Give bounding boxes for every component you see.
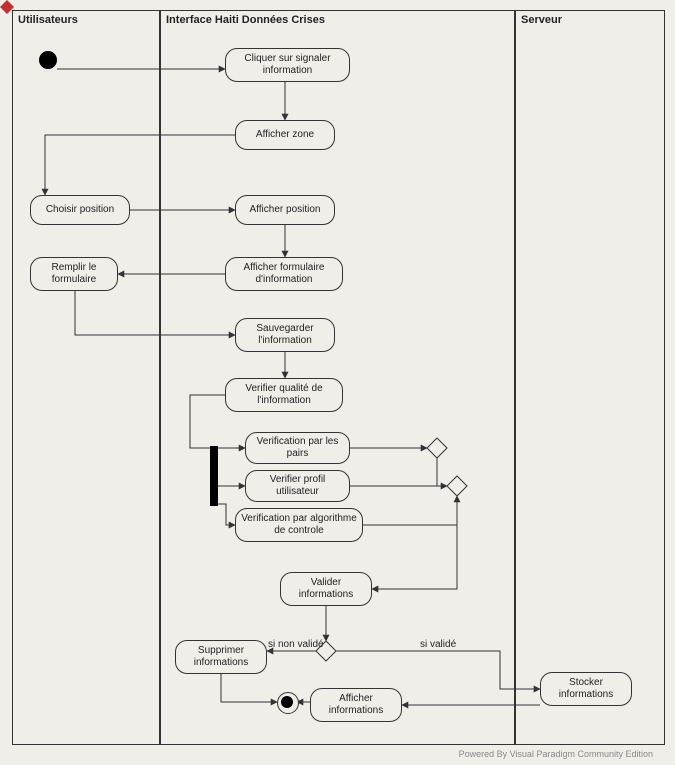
n-choisir-label: Choisir position bbox=[46, 204, 114, 216]
n-remplir: Remplir le formulaire bbox=[30, 257, 118, 291]
n-pairs: Verification par les pairs bbox=[245, 432, 350, 464]
lane-iface-title: Interface Haiti Données Crises bbox=[166, 14, 325, 26]
watermark: Powered By Visual Paradigm Community Edi… bbox=[459, 749, 653, 759]
n-stocker-label: Stocker informations bbox=[545, 677, 627, 701]
n-choisir: Choisir position bbox=[30, 195, 130, 225]
n-afficher: Afficher informations bbox=[310, 688, 402, 722]
n-form: Afficher formulaire d'information bbox=[225, 257, 343, 291]
n-profil: Verifier profil utilisateur bbox=[245, 470, 350, 502]
edge-label: si non validé bbox=[268, 639, 324, 650]
n-profil-label: Verifier profil utilisateur bbox=[250, 474, 345, 498]
n-click: Cliquer sur signaler information bbox=[225, 48, 350, 82]
n-affpos: Afficher position bbox=[235, 195, 335, 225]
n-form-label: Afficher formulaire d'information bbox=[230, 262, 338, 286]
n-remplir-label: Remplir le formulaire bbox=[35, 262, 113, 286]
fork-bar bbox=[210, 446, 218, 506]
lane-iface bbox=[160, 10, 515, 745]
activity-diagram: Utilisateurs Interface Haiti Données Cris… bbox=[0, 0, 675, 765]
lane-server bbox=[515, 10, 665, 745]
n-valider-label: Valider informations bbox=[285, 577, 367, 601]
initial-node bbox=[39, 51, 57, 69]
n-stocker: Stocker informations bbox=[540, 672, 632, 706]
lane-server-title: Serveur bbox=[521, 14, 562, 26]
edge-label: si validé bbox=[420, 639, 456, 650]
n-algo: Verification par algorithme de controle bbox=[235, 508, 363, 542]
n-suppr-label: Supprimer informations bbox=[180, 645, 262, 669]
n-pairs-label: Verification par les pairs bbox=[250, 436, 345, 460]
n-qualite-label: Verifier qualité de l'information bbox=[230, 383, 338, 407]
n-algo-label: Verification par algorithme de controle bbox=[240, 513, 358, 537]
vp-logo-icon bbox=[0, 0, 14, 14]
n-sauver-label: Sauvegarder l'information bbox=[240, 323, 330, 347]
n-qualite: Verifier qualité de l'information bbox=[225, 378, 343, 412]
final-node-inner bbox=[281, 696, 293, 708]
lane-users bbox=[12, 10, 160, 745]
n-zone-label: Afficher zone bbox=[256, 129, 314, 141]
n-zone: Afficher zone bbox=[235, 120, 335, 150]
n-affpos-label: Afficher position bbox=[250, 204, 321, 216]
n-suppr: Supprimer informations bbox=[175, 640, 267, 674]
lane-users-title: Utilisateurs bbox=[18, 14, 78, 26]
n-valider: Valider informations bbox=[280, 572, 372, 606]
n-afficher-label: Afficher informations bbox=[315, 693, 397, 717]
n-click-label: Cliquer sur signaler information bbox=[230, 53, 345, 77]
n-sauver: Sauvegarder l'information bbox=[235, 318, 335, 352]
